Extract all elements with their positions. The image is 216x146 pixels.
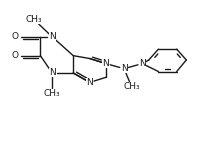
- Text: CH₃: CH₃: [44, 89, 60, 98]
- Text: CH₃: CH₃: [123, 82, 140, 91]
- Text: N: N: [102, 59, 109, 68]
- Text: N: N: [121, 64, 127, 73]
- Text: N: N: [139, 59, 146, 68]
- Text: CH₃: CH₃: [26, 15, 42, 24]
- Text: N: N: [49, 68, 56, 78]
- Text: N: N: [49, 32, 56, 41]
- Text: O: O: [11, 32, 18, 41]
- Text: N: N: [86, 78, 93, 87]
- Text: O: O: [11, 51, 18, 60]
